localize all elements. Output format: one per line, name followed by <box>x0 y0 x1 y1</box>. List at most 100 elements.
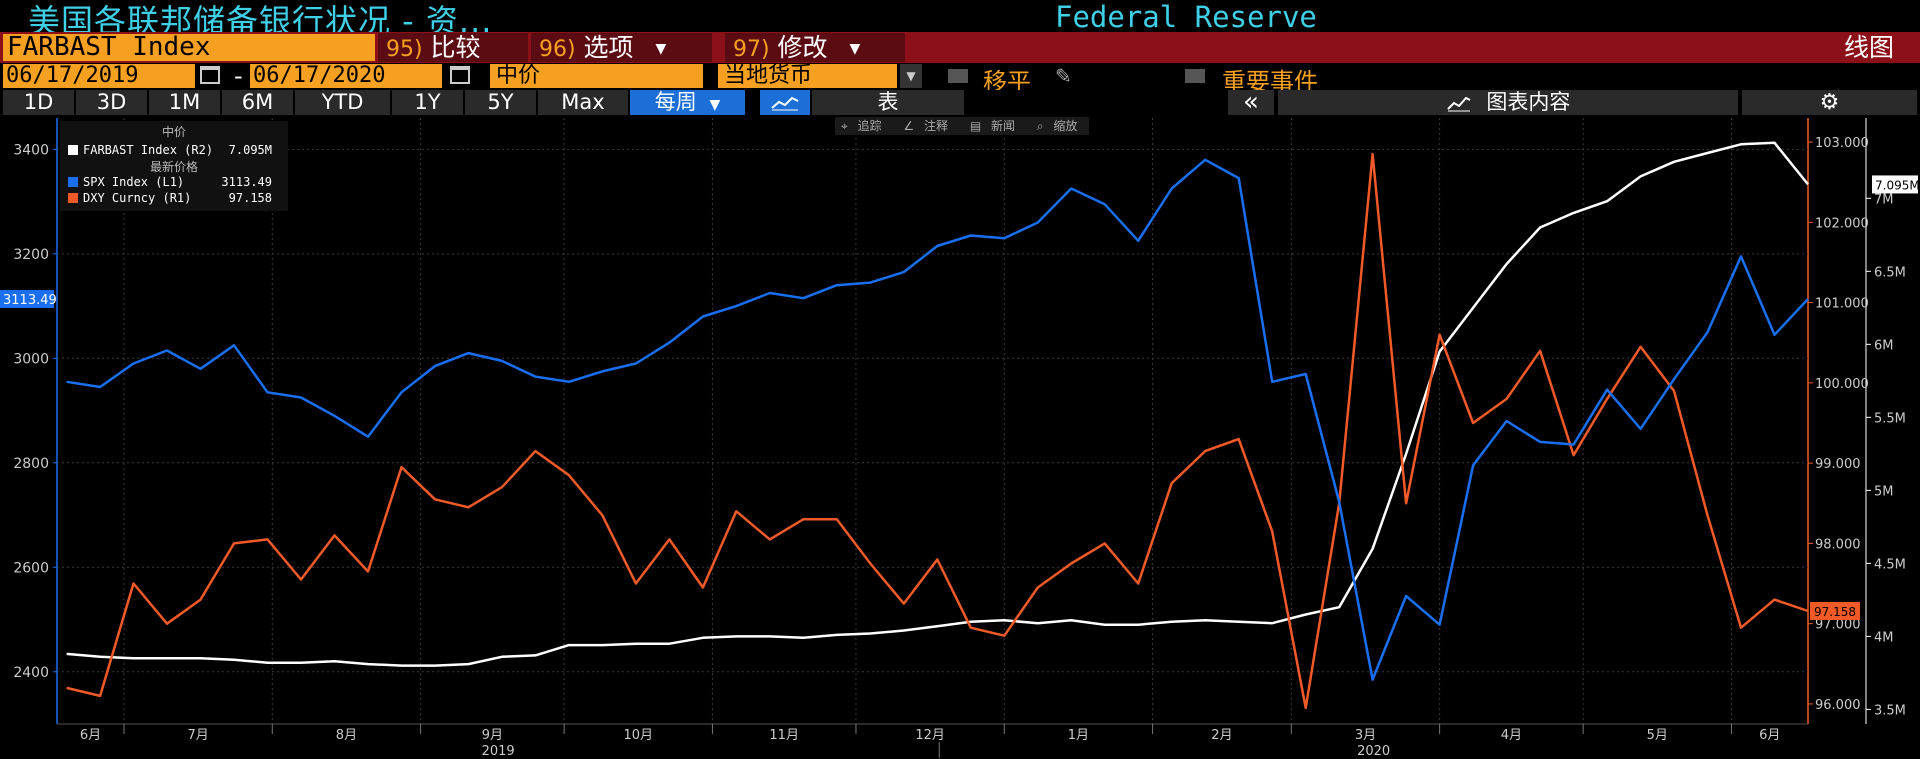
right1-tick-label: 102.000 <box>1815 216 1869 231</box>
track-tool[interactable]: ⌖ 追踪 <box>841 119 882 133</box>
legend-swatch <box>68 193 78 203</box>
period-ytd[interactable]: YTD <box>295 90 390 115</box>
key-events-checkbox[interactable] <box>1185 69 1205 83</box>
x-month-label: 6月 <box>1759 728 1780 743</box>
calendar-icon[interactable] <box>450 66 470 84</box>
series-line-farbast <box>66 141 1809 667</box>
period-1m[interactable]: 1M <box>149 90 220 115</box>
edit-label: 修改 <box>777 33 828 62</box>
farbast-current-tag <box>1872 175 1918 194</box>
period-max[interactable]: Max <box>538 90 628 115</box>
x-month-label: 7月 <box>187 728 208 743</box>
right2-tick-label: 4M <box>1874 630 1894 645</box>
compare-label: 比较 <box>430 33 481 62</box>
series-line-dxy <box>66 152 1809 710</box>
moving-avg-checkbox[interactable] <box>948 69 968 83</box>
calendar-icon[interactable] <box>200 66 220 84</box>
dxy-current-value: 97.158 <box>1814 605 1856 619</box>
options-num: 96) <box>539 37 576 62</box>
chart-mini-toolbar: ⌖ 追踪 ∠ 注释 ▤ 新闻 ⌕ 缩放 <box>835 117 1090 135</box>
date-dash: - <box>234 62 243 90</box>
chevron-down-icon: ▼ <box>655 40 667 57</box>
right1-tick-label: 99.000 <box>1815 457 1861 472</box>
x-month-label: 3月 <box>1355 728 1376 743</box>
period-5y[interactable]: 5Y <box>465 90 536 115</box>
edit-button[interactable]: 97) 修改 ▼ <box>725 33 905 62</box>
legend-swatch <box>68 177 78 187</box>
left-tick-label: 3000 <box>13 351 49 367</box>
right1-tick-label: 100.000 <box>1815 377 1869 392</box>
chart-content-label: 图表内容 <box>1486 90 1571 114</box>
left-tick-label: 3400 <box>13 142 49 158</box>
frequency-label: 每周 <box>654 90 697 114</box>
x-month-label: 5月 <box>1647 728 1668 743</box>
period-1y[interactable]: 1Y <box>392 90 463 115</box>
options-label: 选项 <box>583 33 634 62</box>
collapse-icon[interactable]: « <box>1228 89 1274 115</box>
legend-header-last: 最新价格 <box>149 160 198 174</box>
period-3d[interactable]: 3D <box>76 90 147 115</box>
right2-tick-label: 4.5M <box>1874 557 1906 572</box>
spx-current-value: 3113.49 <box>3 293 57 308</box>
right2-tick-label: 6M <box>1874 338 1894 353</box>
series-line-spx <box>66 158 1809 681</box>
currency-select[interactable]: 当地货币 <box>718 64 897 88</box>
right2-tick-label: 5M <box>1874 484 1894 499</box>
farbast-current-value: 7.095M <box>1875 178 1920 192</box>
x-month-label: 2月 <box>1211 728 1232 743</box>
chart-content-icon <box>1446 96 1471 112</box>
end-date-input[interactable]: 06/17/2020 <box>250 64 442 88</box>
zoom-tool[interactable]: ⌕ 缩放 <box>1036 119 1078 133</box>
left-tick-label: 3200 <box>13 247 49 263</box>
table-button[interactable]: 表 <box>812 90 964 115</box>
left-tick-label: 2600 <box>13 560 49 576</box>
price-type-field[interactable]: 中价 <box>490 64 703 88</box>
right2-tick-label: 5.5M <box>1874 411 1906 426</box>
legend-swatch <box>68 145 78 155</box>
chart-type-label[interactable]: 线图 <box>1843 33 1894 62</box>
title-bar: 美国各联邦储备银行状况 - 资... Federal Reserve <box>0 0 1920 40</box>
chart-canvas[interactable]: 2400 2600 2800 3000 3200 3400 96.000 97.000 98.0… <box>0 116 1920 759</box>
right1-tick-label: 101.000 <box>1815 297 1869 312</box>
x-month-label: 11月 <box>769 728 799 743</box>
right1-tick-label: 103.000 <box>1815 136 1869 151</box>
x-month-label: 10月 <box>624 728 654 743</box>
annotate-tool[interactable]: ∠ 注释 <box>903 119 949 133</box>
x-month-label: 1月 <box>1068 728 1089 743</box>
compare-num: 95) <box>386 37 423 62</box>
options-button[interactable]: 96) 选项 ▼ <box>531 33 712 62</box>
period-6m[interactable]: 6M <box>222 90 293 115</box>
pencil-icon[interactable]: ✎ <box>1055 64 1072 88</box>
chart-legend: 中价 FARBAST Index (R2) 7.095M 最新价格 SPX In… <box>60 121 288 211</box>
line-chart-icon[interactable] <box>760 90 810 115</box>
chevron-down-icon: ▼ <box>709 97 721 113</box>
ticker-input[interactable]: FARBAST Index <box>3 34 375 61</box>
right1-tick-label: 98.000 <box>1815 537 1861 552</box>
chart-content-button[interactable]: 图表内容 <box>1278 90 1738 115</box>
legend-item-dxy[interactable]: DXY Curncy (R1) 97.158 <box>68 191 280 205</box>
legend-header-mid: 中价 <box>161 125 186 139</box>
x-year-label: 2019 <box>482 744 515 759</box>
legend-item-farbast[interactable]: FARBAST Index (R2) 7.095M <box>68 143 280 157</box>
right1-tick-label: 97.000 <box>1815 618 1861 633</box>
frequency-select[interactable]: 每周 ▼ <box>630 90 745 115</box>
spx-current-tag <box>0 290 54 309</box>
legend-item-spx[interactable]: SPX Index (L1) 3113.49 <box>68 175 280 189</box>
news-tool[interactable]: ▤ 新闻 <box>969 119 1016 133</box>
x-year-label: 2020 <box>1357 744 1390 759</box>
gear-icon[interactable]: ⚙ <box>1742 90 1917 115</box>
right2-tick-label: 3.5M <box>1874 703 1906 718</box>
compare-button[interactable]: 95) 比较 <box>378 33 528 62</box>
dxy-current-tag <box>1810 601 1860 620</box>
chevron-down-icon[interactable]: ▼ <box>900 64 922 88</box>
right1-tick-label: 96.000 <box>1815 698 1861 713</box>
period-1d[interactable]: 1D <box>3 90 74 115</box>
edit-num: 97) <box>733 37 770 62</box>
x-month-label: 8月 <box>336 728 357 743</box>
page-subtitle: Federal Reserve <box>1055 0 1317 34</box>
right2-tick-label: 7M <box>1874 192 1894 207</box>
start-date-input[interactable]: 06/17/2019 <box>3 64 195 88</box>
x-month-label: 9月 <box>482 728 503 743</box>
left-tick-label: 2400 <box>13 665 49 681</box>
left-tick-label: 2800 <box>13 456 49 472</box>
